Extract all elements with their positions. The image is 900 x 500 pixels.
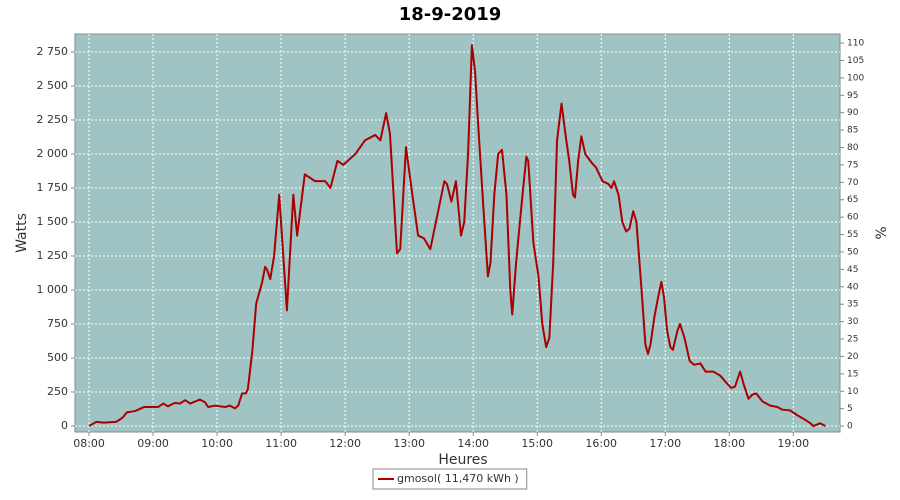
y-tick-label: 1 250 xyxy=(37,249,69,262)
y-tick-label: 1 750 xyxy=(37,181,69,194)
x-tick-label: 10:00 xyxy=(201,437,233,450)
y2-tick-label: 50 xyxy=(847,247,859,257)
y-tick-label: 2 000 xyxy=(37,147,69,160)
y2-tick-label: 0 xyxy=(847,422,853,432)
y2-tick-label: 105 xyxy=(847,56,864,66)
y-tick-label: 250 xyxy=(47,385,68,398)
x-tick-label: 09:00 xyxy=(137,437,169,450)
y-tick-label: 500 xyxy=(47,351,68,364)
y2-tick-label: 110 xyxy=(847,39,864,49)
y2-tick-label: 30 xyxy=(847,317,859,327)
legend-box xyxy=(372,468,528,490)
x-tick-label: 15:00 xyxy=(521,437,553,450)
y2-tick-label: 60 xyxy=(847,213,859,223)
legend: gmosol( 11,470 kWh ) xyxy=(372,468,528,490)
y2-tick-label: 5 xyxy=(847,404,853,414)
y-tick-label: 2 500 xyxy=(37,79,69,92)
y2-tick-label: 95 xyxy=(847,91,858,101)
x-tick-label: 17:00 xyxy=(649,437,681,450)
y2-tick-label: 15 xyxy=(847,369,858,379)
x-tick-label: 11:00 xyxy=(265,437,297,450)
y2-tick-label: 85 xyxy=(847,126,858,136)
y2-tick-label: 65 xyxy=(847,195,858,205)
x-tick-label: 13:00 xyxy=(393,437,425,450)
y2-tick-label: 45 xyxy=(847,265,858,275)
plot-area xyxy=(74,33,841,433)
y2-tick-label: 20 xyxy=(847,352,859,362)
y2-tick-label: 75 xyxy=(847,160,858,170)
y2-tick-label: 25 xyxy=(847,335,858,345)
x-tick-label: 16:00 xyxy=(585,437,617,450)
data-line xyxy=(88,44,826,428)
y-tick-label: 1 000 xyxy=(37,283,69,296)
y-tick-label: 2 250 xyxy=(37,113,69,126)
x-tick-label: 14:00 xyxy=(457,437,489,450)
y-tick-label: 750 xyxy=(47,317,68,330)
y-tick-label: 0 xyxy=(61,419,68,432)
y2-tick-label: 40 xyxy=(847,282,859,292)
y2-axis-title: % xyxy=(874,226,890,239)
chart-title: 18-9-2019 xyxy=(399,4,502,25)
y-axis-title: Watts xyxy=(14,213,30,253)
x-tick-label: 12:00 xyxy=(329,437,361,450)
legend-label: gmosol( 11,470 kWh ) xyxy=(397,472,519,485)
y-tick-label: 1 500 xyxy=(37,215,69,228)
x-tick-label: 18:00 xyxy=(713,437,745,450)
y2-tick-label: 90 xyxy=(847,108,859,118)
y2-tick-label: 70 xyxy=(847,178,859,188)
x-axis-title: Heures xyxy=(438,452,487,468)
y2-tick-label: 10 xyxy=(847,387,859,397)
y2-tick-label: 100 xyxy=(847,73,864,83)
y-tick-label: 2 750 xyxy=(37,45,69,58)
y2-tick-label: 80 xyxy=(847,143,859,153)
y2-tick-label: 55 xyxy=(847,230,858,240)
y2-tick-label: 35 xyxy=(847,300,858,310)
x-tick-label: 08:00 xyxy=(73,437,105,450)
x-tick-label: 19:00 xyxy=(777,437,809,450)
